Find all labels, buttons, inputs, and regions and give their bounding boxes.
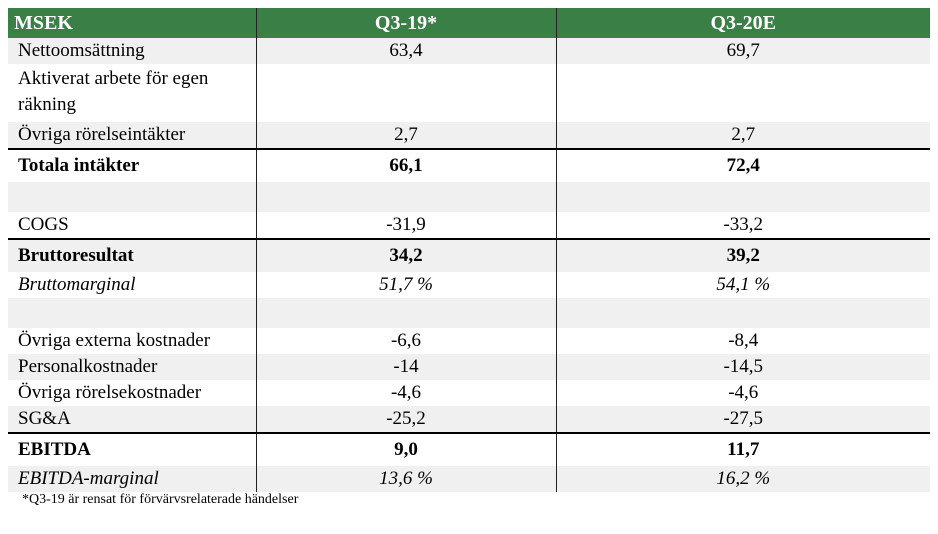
row-value-q3-19: 2,7 (255, 122, 556, 149)
row-ovriga-rorelsekostnader: Övriga rörelsekostnader -4,6 -4,6 (8, 380, 930, 406)
row-aktiverat-arbete: Aktiverat arbete för egen räkning (8, 64, 930, 122)
header-label: MSEK (8, 8, 256, 38)
row-label: EBITDA (8, 432, 256, 466)
row-value-q3-19: -14 (255, 354, 556, 380)
row-value-q3-19 (255, 298, 556, 328)
footnote: *Q3-19 är rensat för förvärvsrelaterade … (22, 492, 299, 507)
row-value-q3-19: 9,0 (255, 432, 556, 466)
row-label: Nettoomsättning (8, 38, 256, 64)
financial-table-container: MSEK Q3-19* Q3-20E Nettoomsättning 63,4 … (8, 8, 930, 508)
row-bruttomarginal: Bruttomarginal 51,7 % 54,1 % (8, 272, 930, 298)
row-label: Övriga rörelsekostnader (18, 382, 202, 403)
row-value-q3-20e: -33,2 (555, 212, 930, 239)
row-value-q3-20e: 11,7 (555, 432, 930, 466)
row-value-q3-20e: -4,6 (555, 380, 930, 406)
row-value-q3-19 (255, 64, 556, 122)
row-value-q3-20e: -14,5 (555, 354, 930, 380)
row-ovriga-rorelseintakter: Övriga rörelseintäkter 2,7 2,7 (8, 122, 930, 149)
row-value-q3-19: 51,7 % (255, 272, 556, 298)
row-value-q3-19: 13,6 % (255, 466, 556, 492)
row-spacer (8, 298, 930, 328)
row-value-q3-19: 63,4 (255, 38, 556, 64)
row-label: COGS (18, 214, 69, 235)
row-label: EBITDA-marginal (8, 466, 256, 492)
row-value-q3-19: 66,1 (255, 148, 556, 182)
row-value-q3-20e: 54,1 % (555, 272, 930, 298)
header-q3-19: Q3-19* (255, 8, 556, 38)
row-value-q3-20e (555, 64, 930, 122)
row-spacer (8, 182, 930, 212)
row-label: SG&A (8, 406, 256, 433)
row-label: Totala intäkter (8, 148, 256, 182)
row-label: Aktiverat arbete för egen räkning (18, 68, 209, 115)
row-value-q3-19: -25,2 (255, 406, 556, 433)
row-cogs: COGS -31,9 -33,2 (8, 212, 930, 239)
row-label: Bruttomarginal (18, 274, 136, 295)
row-label: Övriga externa kostnader (18, 330, 211, 351)
row-sga: SG&A -25,2 -27,5 (8, 406, 930, 433)
row-value-q3-20e: 2,7 (555, 122, 930, 149)
row-value-q3-20e: 69,7 (555, 38, 930, 64)
table-header-row: MSEK Q3-19* Q3-20E (8, 8, 930, 38)
row-ebitda-marginal: EBITDA-marginal 13,6 % 16,2 % (8, 466, 930, 492)
row-ovriga-externa-kostnader: Övriga externa kostnader -6,6 -8,4 (8, 328, 930, 354)
row-value-q3-20e: 72,4 (555, 148, 930, 182)
row-value-q3-20e: -27,5 (555, 406, 930, 433)
row-ebitda: EBITDA 9,0 11,7 (8, 432, 930, 466)
row-label: Bruttoresultat (8, 238, 256, 272)
row-personalkostnader: Personalkostnader -14 -14,5 (8, 354, 930, 380)
row-value-q3-19: -4,6 (255, 380, 556, 406)
header-q3-20e: Q3-20E (555, 8, 930, 38)
row-label: Övriga rörelseintäkter (8, 122, 256, 149)
income-statement-table: MSEK Q3-19* Q3-20E Nettoomsättning 63,4 … (8, 8, 930, 492)
row-value-q3-19: -6,6 (255, 328, 556, 354)
row-value-q3-20e: -8,4 (555, 328, 930, 354)
row-value-q3-20e: 16,2 % (555, 466, 930, 492)
row-value-q3-20e (555, 298, 930, 328)
row-value-q3-20e (555, 182, 930, 212)
row-value-q3-19 (255, 182, 556, 212)
row-label (8, 298, 256, 328)
row-label: Personalkostnader (8, 354, 256, 380)
row-value-q3-19: -31,9 (255, 212, 556, 239)
row-value-q3-19: 34,2 (255, 238, 556, 272)
row-totala-intakter: Totala intäkter 66,1 72,4 (8, 148, 930, 182)
row-nettoomsattning: Nettoomsättning 63,4 69,7 (8, 38, 930, 64)
row-label (8, 182, 256, 212)
row-bruttoresultat: Bruttoresultat 34,2 39,2 (8, 238, 930, 272)
row-value-q3-20e: 39,2 (555, 238, 930, 272)
